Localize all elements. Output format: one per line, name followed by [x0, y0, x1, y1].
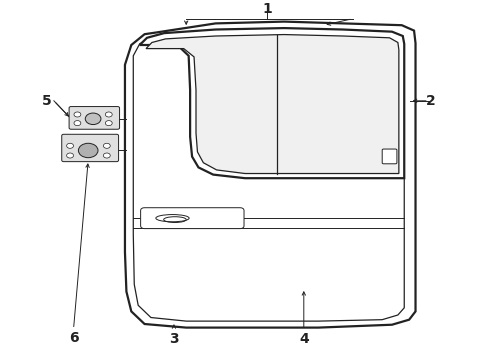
Circle shape	[105, 121, 112, 126]
Circle shape	[74, 112, 81, 117]
Polygon shape	[146, 35, 399, 174]
Text: 5: 5	[42, 94, 51, 108]
Circle shape	[85, 113, 101, 125]
FancyBboxPatch shape	[141, 208, 244, 229]
Text: 4: 4	[299, 332, 309, 346]
Polygon shape	[140, 28, 404, 178]
Polygon shape	[125, 22, 416, 328]
Text: 3: 3	[169, 332, 179, 346]
Circle shape	[78, 143, 98, 158]
Ellipse shape	[156, 215, 189, 222]
Circle shape	[67, 143, 74, 148]
Text: 2: 2	[426, 94, 436, 108]
Circle shape	[103, 153, 110, 158]
FancyBboxPatch shape	[69, 107, 120, 129]
Text: 1: 1	[262, 2, 272, 16]
Circle shape	[74, 121, 81, 126]
Circle shape	[105, 112, 112, 117]
FancyBboxPatch shape	[382, 149, 397, 164]
Circle shape	[67, 153, 74, 158]
Polygon shape	[133, 29, 404, 321]
FancyBboxPatch shape	[62, 134, 119, 162]
Circle shape	[103, 143, 110, 148]
Text: 6: 6	[69, 332, 78, 345]
